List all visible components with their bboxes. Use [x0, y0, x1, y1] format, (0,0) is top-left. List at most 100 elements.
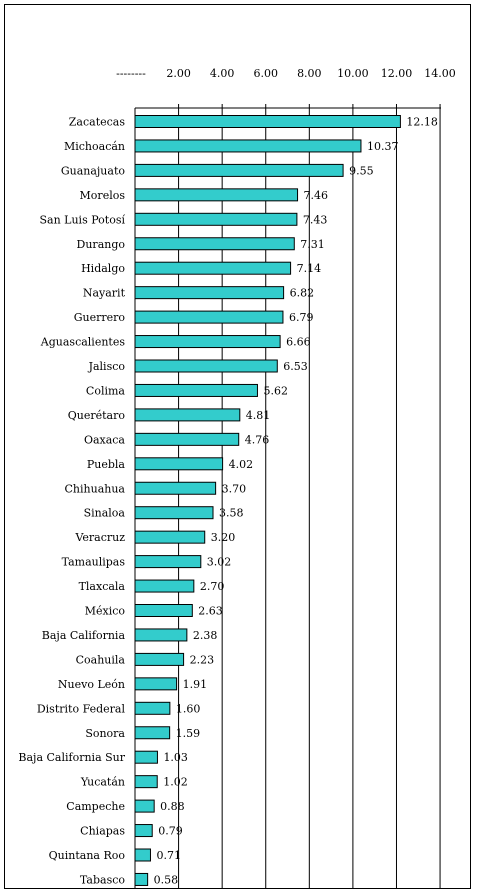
category-label: Quintana Roo	[49, 849, 126, 862]
value-label: 1.02	[163, 776, 188, 789]
category-label: Puebla	[87, 458, 126, 471]
value-label: 7.46	[304, 189, 329, 202]
category-label: Nayarit	[83, 287, 126, 300]
category-label: Nuevo León	[58, 678, 125, 691]
value-label: 0.88	[160, 800, 185, 813]
category-label: San Luis Potosí	[39, 213, 125, 226]
value-label: 7.43	[303, 213, 328, 226]
bar	[134, 799, 155, 813]
bar	[134, 530, 206, 544]
category-label: Tamaulipas	[62, 556, 126, 569]
category-label: Baja California Sur	[18, 751, 125, 764]
bar	[134, 359, 278, 373]
value-labels: 12.18 10.37 9.55 7.46 7.43 7.31 7.14 6.82 6.79 6.…	[154, 116, 438, 887]
category-label: Oaxaca	[84, 433, 125, 446]
bar	[134, 775, 158, 789]
category-label: Guerrero	[74, 311, 126, 324]
bar	[134, 652, 185, 666]
bar	[134, 481, 217, 495]
bar	[134, 457, 224, 471]
value-label: 12.18	[406, 116, 438, 129]
value-label: 10.37	[367, 140, 399, 153]
bar	[134, 286, 285, 300]
category-label: Aguascalientes	[40, 336, 126, 349]
bar	[134, 604, 193, 617]
category-label: Distrito Federal	[37, 702, 126, 715]
x-tick-label: 12.00	[381, 67, 413, 80]
bar	[134, 163, 344, 177]
category-label: Jalisco	[88, 360, 126, 373]
value-label: 3.20	[211, 531, 236, 544]
value-label: 3.70	[222, 482, 247, 495]
bar	[134, 261, 292, 275]
value-label: 7.31	[300, 238, 325, 251]
x-tick-label: 8.00	[297, 67, 322, 80]
category-label: Yucatán	[80, 776, 125, 789]
category-label: Chiapas	[80, 825, 125, 838]
bar	[134, 335, 281, 349]
x-tick-label: 4.00	[210, 67, 235, 80]
value-label: 2.70	[200, 580, 225, 593]
value-label: 1.91	[183, 678, 208, 691]
category-label: Tabasco	[80, 873, 125, 886]
value-label: 9.55	[349, 164, 374, 177]
bar	[134, 432, 240, 446]
category-label: Sonora	[85, 727, 125, 740]
bar	[134, 579, 195, 593]
value-label: 4.76	[245, 433, 270, 446]
x-tick-label: 2.00	[166, 67, 191, 80]
category-label: Chihuahua	[65, 482, 126, 495]
bar	[134, 750, 158, 764]
x-tick-label: 14.00	[424, 67, 456, 80]
value-label: 1.60	[176, 702, 201, 715]
bar	[134, 139, 362, 153]
value-label: 2.38	[193, 629, 218, 642]
bars	[134, 115, 401, 886]
value-label: 4.02	[229, 458, 254, 471]
value-label: 1.03	[163, 751, 188, 764]
bar	[134, 628, 188, 642]
bar	[134, 726, 171, 740]
category-label: Guanajuato	[61, 164, 126, 177]
bar	[134, 824, 153, 838]
bar	[134, 188, 299, 202]
value-label: 3.02	[207, 556, 232, 569]
bar	[134, 701, 171, 715]
category-label: Campeche	[66, 800, 125, 813]
value-label: 2.23	[190, 653, 215, 666]
value-label: 0.58	[154, 873, 179, 886]
bar	[134, 872, 149, 886]
category-label: Durango	[77, 238, 126, 251]
value-label: 6.82	[290, 287, 315, 300]
category-label: Querétaro	[68, 409, 126, 422]
value-label: 3.58	[219, 507, 244, 520]
bar	[134, 237, 295, 251]
category-label: Morelos	[80, 189, 126, 202]
value-label: 0.71	[156, 849, 181, 862]
bar	[134, 212, 298, 226]
bar	[134, 677, 178, 691]
category-label: Colima	[86, 384, 126, 397]
value-label: 1.59	[176, 727, 201, 740]
bar	[134, 310, 284, 324]
bar	[134, 555, 202, 569]
value-label: 6.79	[289, 311, 314, 324]
bar	[134, 848, 151, 862]
category-label: Coahuila	[76, 653, 126, 666]
value-label: 4.81	[246, 409, 271, 422]
value-label: 5.62	[263, 384, 288, 397]
bar	[134, 383, 258, 397]
value-label: 6.66	[286, 336, 311, 349]
category-label: Zacatecas	[69, 116, 126, 129]
category-label: Hidalgo	[81, 262, 125, 275]
category-label: Tlaxcala	[79, 580, 126, 593]
category-labels: Zacatecas Michoacán Guanajuato Morelos San L…	[18, 116, 125, 887]
bar	[134, 408, 241, 422]
axis-leader-text: --------	[116, 67, 146, 80]
x-tick-labels: 2.00 4.00 6.00 8.00 10.00 12.00 14.00	[166, 67, 455, 80]
category-label: Michoacán	[64, 140, 125, 153]
x-tick-label: 6.00	[253, 67, 278, 80]
bar	[134, 115, 401, 128]
value-label: 2.63	[198, 605, 223, 618]
category-label: Veracruz	[74, 531, 125, 544]
